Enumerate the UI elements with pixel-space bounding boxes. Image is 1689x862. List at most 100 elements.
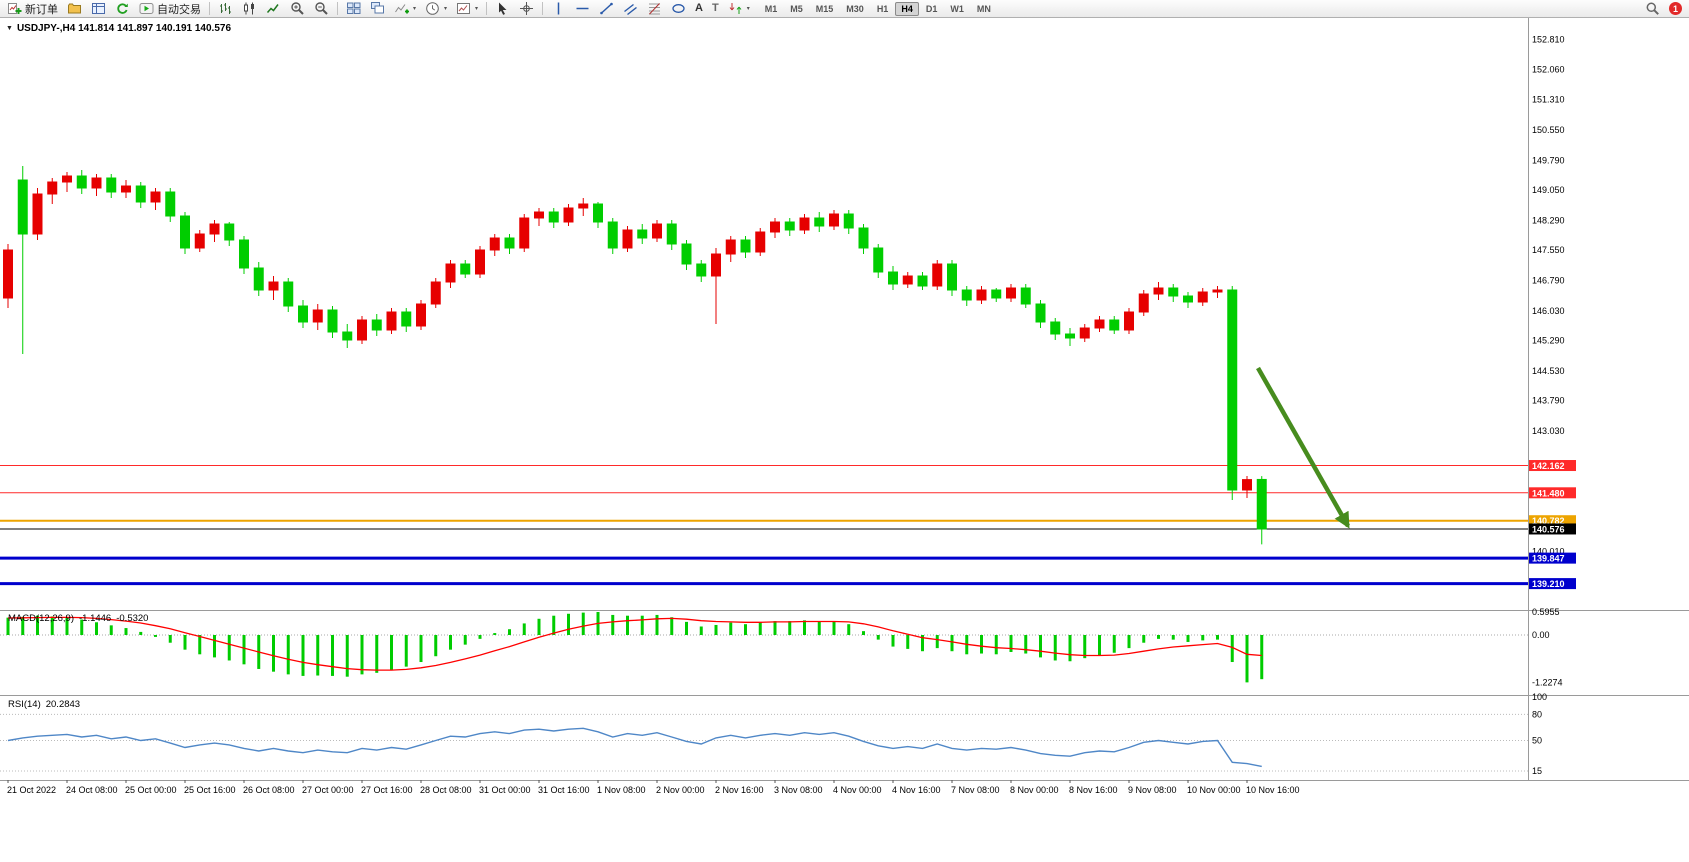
panel-separators[interactable] xyxy=(0,18,1689,781)
svg-text:150.550: 150.550 xyxy=(1532,125,1565,135)
autotrading-button[interactable]: 自动交易 xyxy=(135,1,205,17)
svg-text:143.030: 143.030 xyxy=(1532,426,1565,436)
timeframe-toolbar: M1 M5 M15 M30 H1 H4 D1 W1 MN xyxy=(759,1,997,16)
zoom-out-button[interactable] xyxy=(310,1,333,17)
timeframe-button-D1[interactable]: D1 xyxy=(925,3,938,14)
refresh-icon xyxy=(117,3,128,14)
price-axis: 152.810 152.060 151.310 150.550 149.790 149.0… xyxy=(1529,35,1576,590)
svg-text:140.010: 140.010 xyxy=(1532,547,1565,557)
macd-main-value: -1.1446 xyxy=(79,613,112,624)
svg-text:152.810: 152.810 xyxy=(1532,35,1565,45)
chevron-down-icon: ▾ xyxy=(746,6,750,12)
chevron-down-icon: ▾ xyxy=(413,6,417,12)
arrows-button[interactable]: ▾ xyxy=(724,1,754,17)
svg-text:25 Oct 00:00: 25 Oct 00:00 xyxy=(125,785,177,795)
line-chart-button[interactable] xyxy=(262,1,285,17)
toolbar-separator xyxy=(486,2,488,15)
timeframe-button-H4[interactable]: H4 xyxy=(895,1,919,16)
zoom-in-button[interactable] xyxy=(286,1,309,17)
ellipse-shape-icon xyxy=(672,4,685,13)
svg-text:0.5955: 0.5955 xyxy=(1532,607,1560,617)
arrow-objects-icon xyxy=(729,3,742,14)
horizontal-line-icon xyxy=(576,7,589,10)
svg-text:2 Nov 00:00: 2 Nov 00:00 xyxy=(656,785,705,795)
candlestick-chart-button[interactable] xyxy=(238,1,261,17)
cascade-windows-button[interactable] xyxy=(366,1,389,17)
timeframe-button-W1[interactable]: W1 xyxy=(950,3,964,14)
profiles-button[interactable] xyxy=(63,1,86,17)
toolbar-separator xyxy=(542,2,544,15)
timeframe-button-H1[interactable]: H1 xyxy=(876,3,889,14)
chart-canvas[interactable]: 152.810 152.060 151.310 150.550 149.790 149.0… xyxy=(0,18,1689,862)
periods-button[interactable]: ▾ xyxy=(421,1,451,17)
horizontal-price-lines[interactable] xyxy=(0,465,1528,586)
svg-text:147.550: 147.550 xyxy=(1532,245,1565,255)
trendline-button[interactable] xyxy=(595,1,618,17)
svg-text:10 Nov 16:00: 10 Nov 16:00 xyxy=(1246,785,1300,795)
macd-panel[interactable]: 0.5955 0.00 -1.2274 xyxy=(0,607,1563,687)
svg-text:146.790: 146.790 xyxy=(1532,275,1565,285)
chevron-down-icon: ▾ xyxy=(475,6,479,12)
svg-text:8 Nov 00:00: 8 Nov 00:00 xyxy=(1010,785,1059,795)
shapes-button[interactable] xyxy=(667,1,690,17)
notification-badge[interactable]: 1 xyxy=(1669,2,1682,15)
horizontal-line-button[interactable] xyxy=(571,1,594,17)
vertical-line-icon xyxy=(557,2,560,15)
svg-text:140.576: 140.576 xyxy=(1532,524,1565,534)
text-button[interactable]: A xyxy=(691,1,707,17)
cursor-button[interactable] xyxy=(491,1,514,17)
svg-text:50: 50 xyxy=(1532,736,1542,746)
macd-signal-value: -0.5320 xyxy=(116,613,149,624)
chart-area: 152.810 152.060 151.310 150.550 149.790 149.0… xyxy=(0,18,1689,862)
macd-name: MACD(12,26,9) xyxy=(8,613,74,624)
autotrading-label: 自动交易 xyxy=(157,3,201,16)
svg-text:80: 80 xyxy=(1532,709,1542,719)
channel-button[interactable] xyxy=(619,1,642,17)
svg-text:10 Nov 00:00: 10 Nov 00:00 xyxy=(1187,785,1241,795)
templates-button[interactable]: ▾ xyxy=(452,1,482,17)
zoom-out-icon xyxy=(315,2,328,15)
tile-windows-button[interactable] xyxy=(342,1,365,17)
trend-arrow-annotation[interactable] xyxy=(1256,366,1350,529)
one-click-trading-toggle[interactable]: ▼ xyxy=(6,25,13,32)
text-a-icon: A xyxy=(695,2,703,14)
template-chart-icon xyxy=(457,3,471,14)
timeframe-button-M30[interactable]: M30 xyxy=(846,3,864,14)
timeframe-button-M15[interactable]: M15 xyxy=(815,3,834,14)
new-order-button[interactable]: 新订单 xyxy=(3,1,62,17)
data-window-button[interactable] xyxy=(87,1,110,17)
macd-label: MACD(12,26,9) -1.1446 -0.5320 xyxy=(8,613,153,624)
candles-layer[interactable] xyxy=(3,166,1267,545)
svg-text:8 Nov 16:00: 8 Nov 16:00 xyxy=(1069,785,1118,795)
vertical-line-button[interactable] xyxy=(547,1,570,17)
svg-text:0.00: 0.00 xyxy=(1532,630,1550,640)
svg-text:143.790: 143.790 xyxy=(1532,395,1565,405)
svg-text:2 Nov 16:00: 2 Nov 16:00 xyxy=(715,785,764,795)
timeframe-button-M5[interactable]: M5 xyxy=(790,3,803,14)
text-label-button[interactable]: T xyxy=(708,1,723,17)
indicators-icon xyxy=(395,4,409,14)
refresh-button[interactable] xyxy=(111,1,134,17)
timeframe-button-M1[interactable]: M1 xyxy=(764,3,778,14)
svg-text:146.030: 146.030 xyxy=(1532,306,1565,316)
fibonacci-icon xyxy=(649,3,661,15)
folder-icon xyxy=(68,3,81,14)
crosshair-button[interactable] xyxy=(515,1,538,17)
search-button[interactable] xyxy=(1641,1,1664,17)
indicators-button[interactable]: ▾ xyxy=(390,1,420,17)
svg-text:21 Oct 2022: 21 Oct 2022 xyxy=(7,785,56,795)
svg-text:7 Nov 08:00: 7 Nov 08:00 xyxy=(951,785,1000,795)
bar-chart-button[interactable] xyxy=(214,1,237,17)
timeframe-button-MN[interactable]: MN xyxy=(976,3,991,14)
fibonacci-button[interactable] xyxy=(643,1,666,17)
svg-text:139.210: 139.210 xyxy=(1532,579,1565,589)
ohlc-values: 141.814 141.897 140.191 140.576 xyxy=(78,23,232,34)
svg-text:142.162: 142.162 xyxy=(1532,461,1565,471)
svg-text:1 Nov 08:00: 1 Nov 08:00 xyxy=(597,785,646,795)
svg-text:140.782: 140.782 xyxy=(1532,516,1565,526)
rsi-panel[interactable]: 100 80 50 15 xyxy=(0,692,1547,776)
zoom-in-icon xyxy=(291,2,304,15)
svg-text:26 Oct 08:00: 26 Oct 08:00 xyxy=(243,785,295,795)
cursor-icon xyxy=(499,2,507,15)
